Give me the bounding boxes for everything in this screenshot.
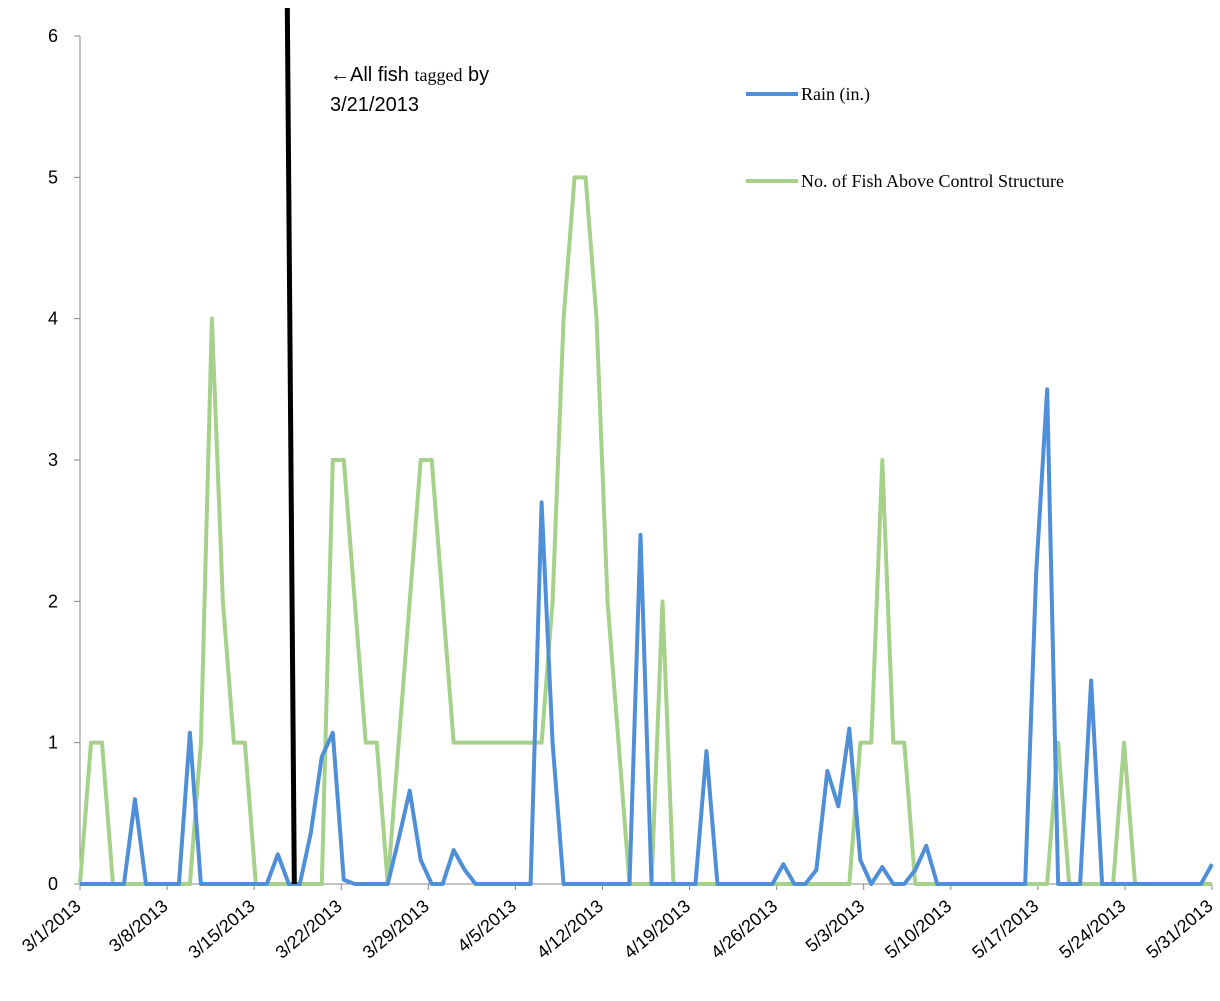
y-tick-label: 3 <box>48 450 58 470</box>
y-tick-label: 5 <box>48 167 58 187</box>
annotation-line-2: 3/21/2013 <box>330 94 419 116</box>
annotation-text-b: tagged <box>414 65 462 85</box>
legend: Rain (in.) No. of Fish Above Control Str… <box>746 84 1064 191</box>
x-tick-label: 3/8/2013 <box>105 896 172 956</box>
y-tick-label: 1 <box>48 733 58 753</box>
x-tick-label: 4/26/2013 <box>707 896 781 963</box>
x-tick-label: 3/1/2013 <box>18 896 85 956</box>
y-tick-label: 2 <box>48 591 58 611</box>
legend-label-rain: Rain (in.) <box>801 84 870 105</box>
legend-label-fish: No. of Fish Above Control Structure <box>801 171 1064 191</box>
annotation-text-a: All fish <box>350 64 414 86</box>
annotation-line-1: ←All fish tagged by <box>330 64 489 86</box>
x-tick-label: 5/10/2013 <box>881 896 955 963</box>
x-tick-label: 4/5/2013 <box>453 896 520 956</box>
series-layer <box>78 175 1214 886</box>
x-tick-label: 4/19/2013 <box>620 896 694 963</box>
x-tick-label: 5/17/2013 <box>968 896 1042 963</box>
x-tick-label: 5/24/2013 <box>1055 896 1129 963</box>
x-tick-label: 5/3/2013 <box>802 896 869 956</box>
x-tick-label: 3/29/2013 <box>359 896 433 963</box>
annotation-arrow: ← <box>330 64 350 86</box>
y-tick-label: 0 <box>48 874 58 894</box>
annotation-text-c: by <box>462 64 489 86</box>
y-tick-label: 4 <box>48 309 58 329</box>
y-tick-label: 6 <box>48 26 58 46</box>
x-tick-label: 3/22/2013 <box>272 896 346 963</box>
x-tick-label: 4/12/2013 <box>533 896 607 963</box>
tagging-date-marker-line <box>284 7 297 885</box>
x-tick-label: 5/31/2013 <box>1142 896 1216 963</box>
x-tick-label: 3/15/2013 <box>185 896 259 963</box>
series-line-fish <box>78 175 1212 886</box>
series-line-rain <box>80 387 1214 886</box>
annotation: ←All fish tagged by 3/21/2013 <box>284 7 489 885</box>
